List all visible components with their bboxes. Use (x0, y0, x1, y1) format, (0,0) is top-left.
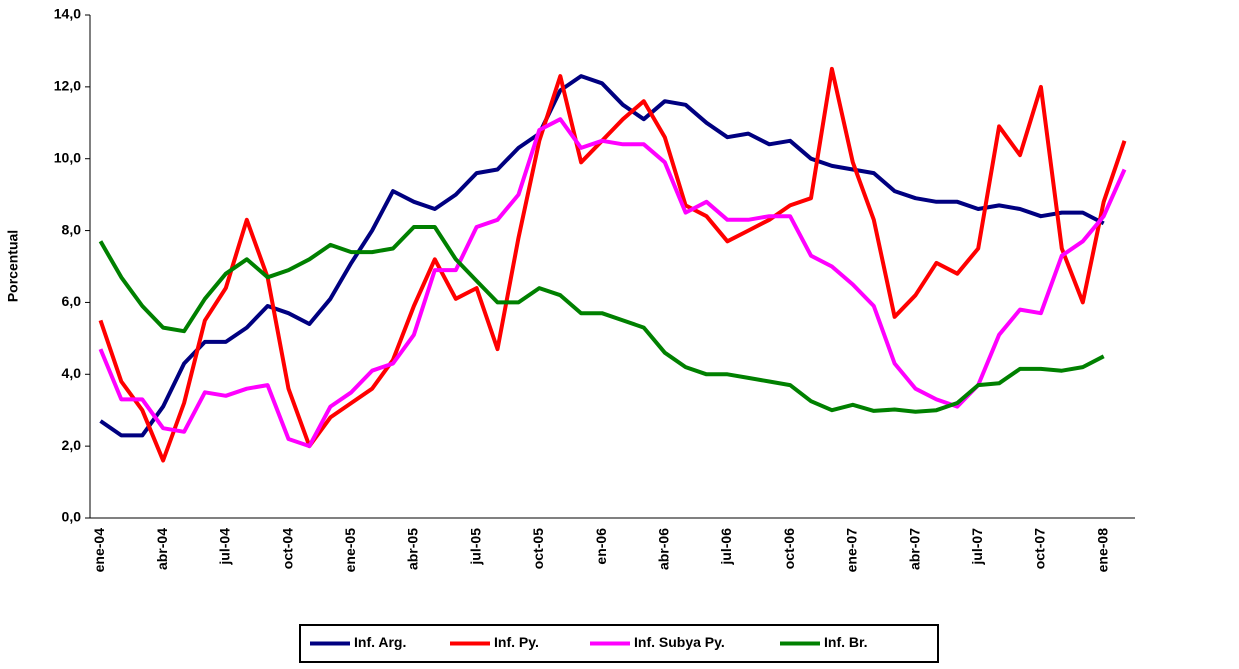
series-line (98, 66, 1127, 463)
x-tick-label: ene-05 (342, 528, 358, 573)
x-tick-label: abr-06 (655, 528, 671, 570)
series-line (98, 225, 1105, 414)
y-tick-label: 10,0 (54, 149, 81, 165)
x-tick-label: ene-07 (844, 528, 860, 573)
y-tick-label: 14,0 (54, 6, 81, 22)
x-tick-label: jul-04 (217, 528, 233, 566)
x-tick-label: oct-07 (1032, 528, 1048, 569)
y-tick-label: 2,0 (62, 437, 82, 453)
legend: Inf. Arg. Inf. Py. Inf. Subya Py. Inf. Br. (299, 624, 939, 663)
y-axis-label: Porcentual (5, 230, 21, 302)
legend-label: Inf. Arg. (354, 634, 406, 650)
x-tick-label: abr-05 (405, 528, 421, 570)
series-line (98, 117, 1127, 449)
x-tick-label: jul-05 (467, 528, 483, 566)
x-tick-label: jul-06 (718, 528, 734, 566)
y-tick-label: 8,0 (62, 221, 82, 237)
y-tick-label: 6,0 (62, 293, 82, 309)
x-tick-label: oct-05 (530, 528, 546, 569)
x-tick-label: oct-04 (279, 528, 295, 569)
x-tick-label: abr-04 (154, 528, 170, 570)
y-tick-label: 4,0 (62, 365, 82, 381)
x-tick-label: jul-07 (969, 528, 985, 566)
x-tick-label: oct-06 (781, 528, 797, 569)
x-tick-label: en-06 (593, 528, 609, 565)
y-tick-label: 12,0 (54, 78, 81, 94)
y-tick-label: 0,0 (62, 509, 82, 525)
x-tick-label: ene-04 (91, 528, 107, 573)
x-tick-label: abr-07 (906, 528, 922, 570)
legend-label: Inf. Br. (824, 634, 868, 650)
legend-label: Inf. Subya Py. (634, 634, 725, 650)
x-tick-label: ene-08 (1094, 528, 1110, 573)
series-line (99, 74, 1105, 438)
legend-label: Inf. Py. (494, 634, 539, 650)
